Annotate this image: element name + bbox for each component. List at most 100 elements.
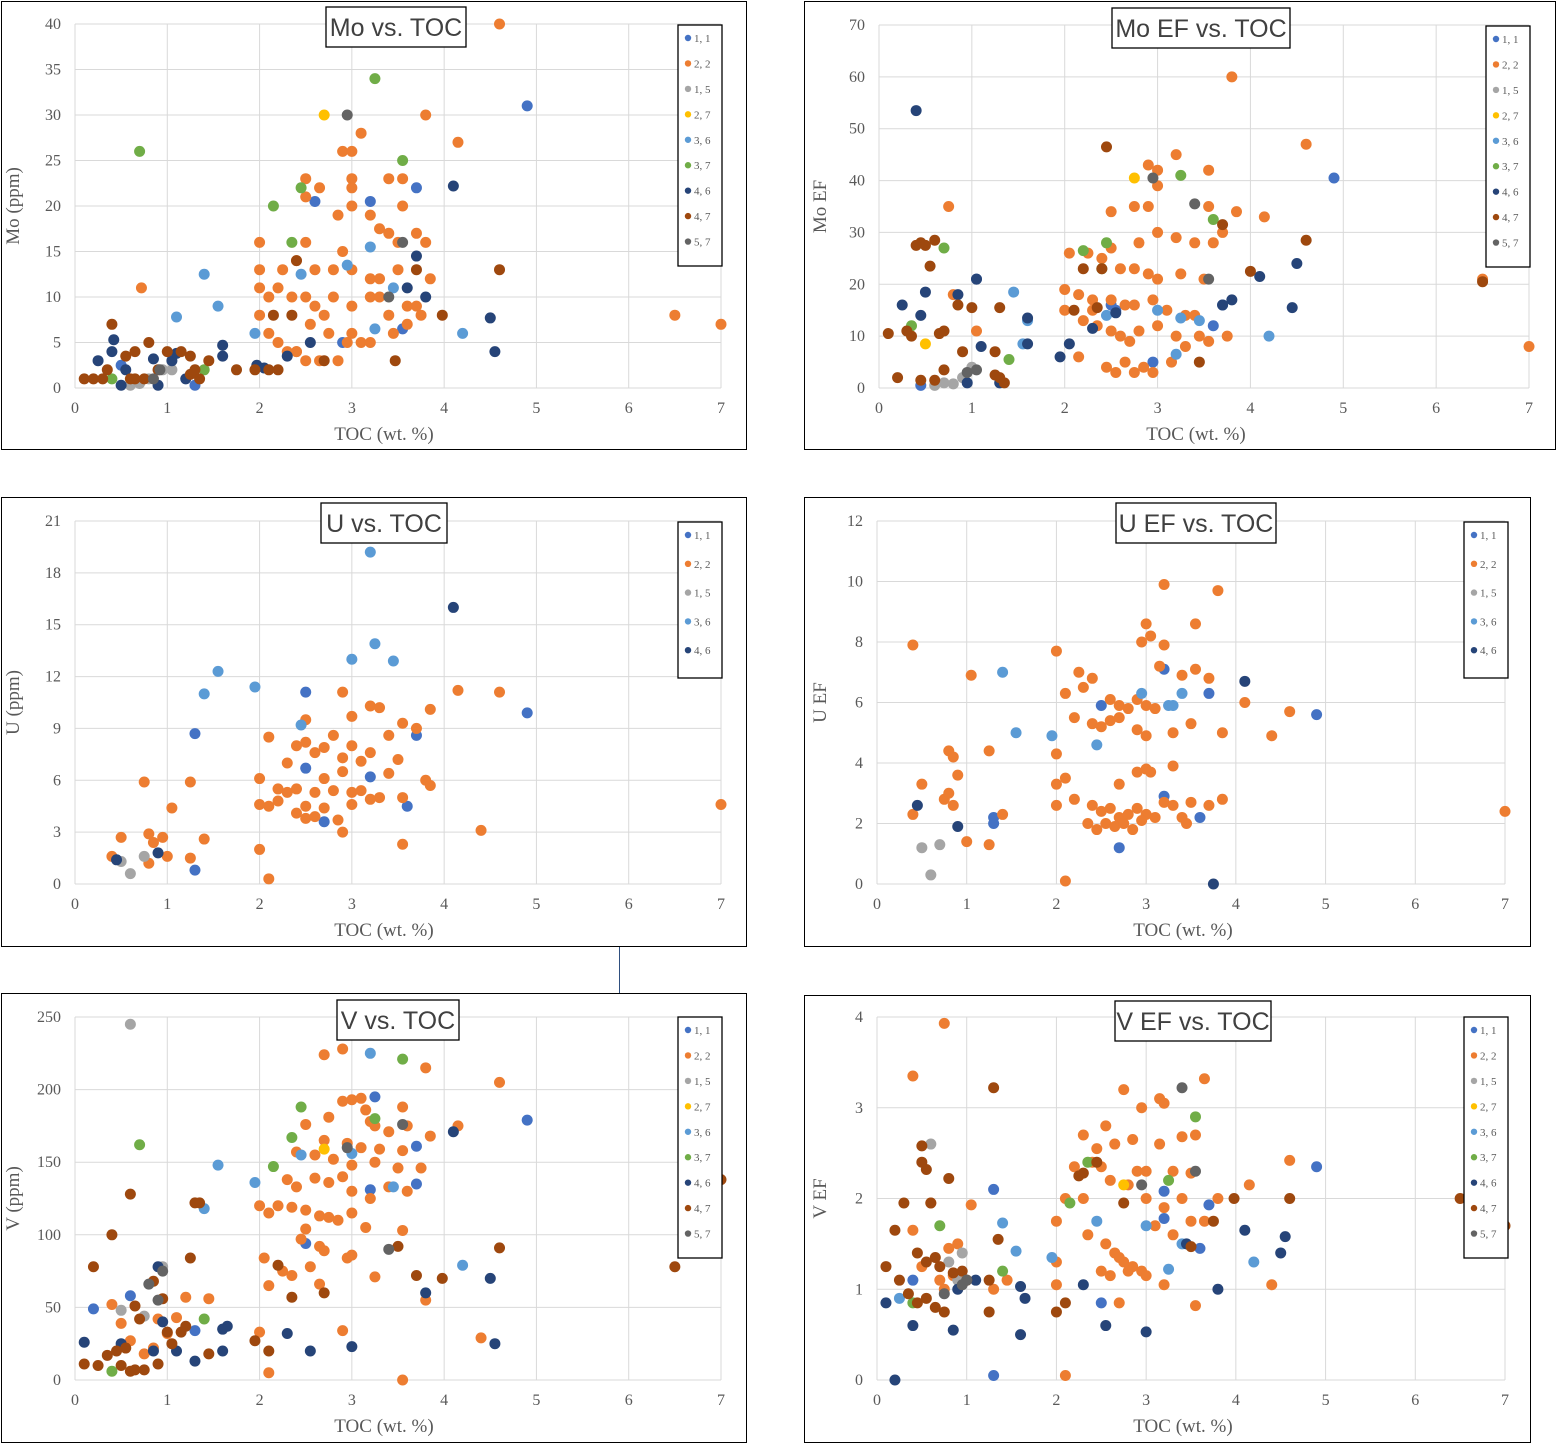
data-point-3-6 xyxy=(1010,727,1022,739)
y-tick-label: 0 xyxy=(53,1372,61,1389)
data-point-2-2 xyxy=(300,812,312,824)
data-point-2-2 xyxy=(346,200,358,212)
y-tick-label: 21 xyxy=(45,513,61,530)
data-point-3-6 xyxy=(249,1177,261,1189)
data-point-4-7 xyxy=(933,328,945,340)
data-point-4-7 xyxy=(124,1365,136,1377)
data-point-2-2 xyxy=(1133,325,1145,337)
data-point-1-1 xyxy=(318,816,330,828)
data-point-2-2 xyxy=(337,752,349,764)
data-point-3-7 xyxy=(267,200,279,212)
y-tick-label: 0 xyxy=(857,380,865,397)
y-tick-label: 1 xyxy=(855,1281,863,1298)
data-point-2-2 xyxy=(364,1193,376,1204)
legend-marker-3-7 xyxy=(1470,1154,1478,1161)
data-point-1-5 xyxy=(934,839,946,851)
data-point-3-6 xyxy=(346,653,358,665)
y-tick-label: 8 xyxy=(855,634,863,651)
data-point-4-7 xyxy=(436,1272,448,1284)
data-point-2-2 xyxy=(286,291,298,303)
data-point-2-2 xyxy=(135,282,147,294)
data-point-1-5 xyxy=(938,377,950,389)
legend-label-1-5: 1, 5 xyxy=(1502,85,1519,97)
data-point-2-2 xyxy=(1127,1134,1139,1146)
data-point-2-2 xyxy=(364,793,376,805)
legend-marker-1-5 xyxy=(1492,86,1500,94)
x-axis-label: TOC (wt. %) xyxy=(1133,920,1232,941)
data-point-2-2 xyxy=(364,273,376,285)
data-point-2-2 xyxy=(318,1049,330,1061)
y-tick-label: 150 xyxy=(37,1154,61,1171)
data-point-4-7 xyxy=(115,1359,127,1371)
data-point-2-2 xyxy=(1221,330,1233,342)
data-point-2-2 xyxy=(916,778,928,790)
data-point-2-2 xyxy=(337,1171,349,1183)
data-point-2-2 xyxy=(272,795,284,807)
legend-marker-5-7 xyxy=(1470,1230,1478,1237)
data-point-2-2 xyxy=(323,327,335,339)
data-point-2-2 xyxy=(410,300,422,312)
data-point-2-2 xyxy=(1110,366,1122,378)
data-point-2-2 xyxy=(952,1238,964,1250)
data-point-3-6 xyxy=(1091,739,1103,751)
data-point-4-7 xyxy=(111,1345,123,1357)
data-point-2-2 xyxy=(397,1374,409,1386)
data-point-2-2 xyxy=(254,309,266,321)
data-point-2-2 xyxy=(965,1199,977,1211)
data-point-2-2 xyxy=(1127,824,1139,836)
legend-label-2-7: 2, 7 xyxy=(694,1101,711,1113)
legend-label-4-6: 4, 6 xyxy=(694,645,711,657)
legend-marker-4-7 xyxy=(684,1204,692,1212)
legend-label-1-1: 1, 1 xyxy=(694,1025,711,1037)
data-point-2-2 xyxy=(300,291,312,303)
data-point-2-2 xyxy=(1243,1179,1255,1191)
data-point-2-2 xyxy=(314,182,326,194)
data-point-4-7 xyxy=(392,1240,404,1252)
data-point-3-6 xyxy=(171,311,183,323)
data-point-3-6 xyxy=(249,681,261,693)
chart-title: U EF vs. TOC xyxy=(1119,510,1274,538)
legend-marker-2-7 xyxy=(684,1103,692,1110)
data-point-2-2 xyxy=(1109,1138,1121,1150)
y-tick-label: 70 xyxy=(849,17,865,34)
data-point-2-2 xyxy=(415,1162,427,1174)
data-point-2-2 xyxy=(1113,778,1125,790)
data-point-4-6 xyxy=(281,350,293,362)
data-point-2-2 xyxy=(309,747,321,759)
data-point-2-2 xyxy=(360,1222,372,1234)
data-point-2-2 xyxy=(1113,1297,1125,1309)
data-point-5-7 xyxy=(1176,1082,1188,1094)
data-point-2-2 xyxy=(138,776,150,788)
data-point-2-2 xyxy=(997,808,1009,820)
y-tick-label: 0 xyxy=(855,1372,863,1389)
y-tick-label: 0 xyxy=(855,876,863,893)
data-point-3-6 xyxy=(249,327,261,339)
data-point-2-2 xyxy=(263,800,275,812)
legend-marker-2-2 xyxy=(1492,61,1500,68)
x-tick-label: 7 xyxy=(1525,400,1533,417)
data-point-4-7 xyxy=(669,1261,681,1273)
data-point-2-2 xyxy=(1258,211,1270,223)
data-point-4-7 xyxy=(92,1359,104,1371)
data-point-2-2 xyxy=(360,1104,372,1116)
data-point-2-2 xyxy=(327,291,339,303)
data-point-2-2 xyxy=(1050,1279,1062,1291)
data-point-4-6 xyxy=(1140,1326,1152,1338)
data-point-4-7 xyxy=(101,1349,113,1361)
x-tick-label: 5 xyxy=(532,400,540,417)
data-point-2-2 xyxy=(300,355,312,367)
chart-svg: 0 1 2 3 4 5 6 7 0 5 10 15 20 25 30 35 40 TOC (wt. %) Mo (p… xyxy=(3,6,727,445)
connector-line xyxy=(619,947,620,993)
data-point-2-2 xyxy=(475,824,487,836)
y-tick-label: 15 xyxy=(45,244,61,261)
data-point-4-6 xyxy=(1015,1329,1027,1341)
data-point-1-5 xyxy=(138,850,150,862)
data-point-4-7 xyxy=(101,364,113,376)
data-point-2-2 xyxy=(203,1293,215,1305)
data-point-2-2 xyxy=(309,811,321,823)
data-point-4-7 xyxy=(203,355,215,367)
data-point-2-2 xyxy=(1217,226,1229,238)
data-point-2-2 xyxy=(1145,630,1157,642)
chart-title: V EF vs. TOC xyxy=(1116,1008,1269,1036)
data-point-2-2 xyxy=(272,337,284,348)
